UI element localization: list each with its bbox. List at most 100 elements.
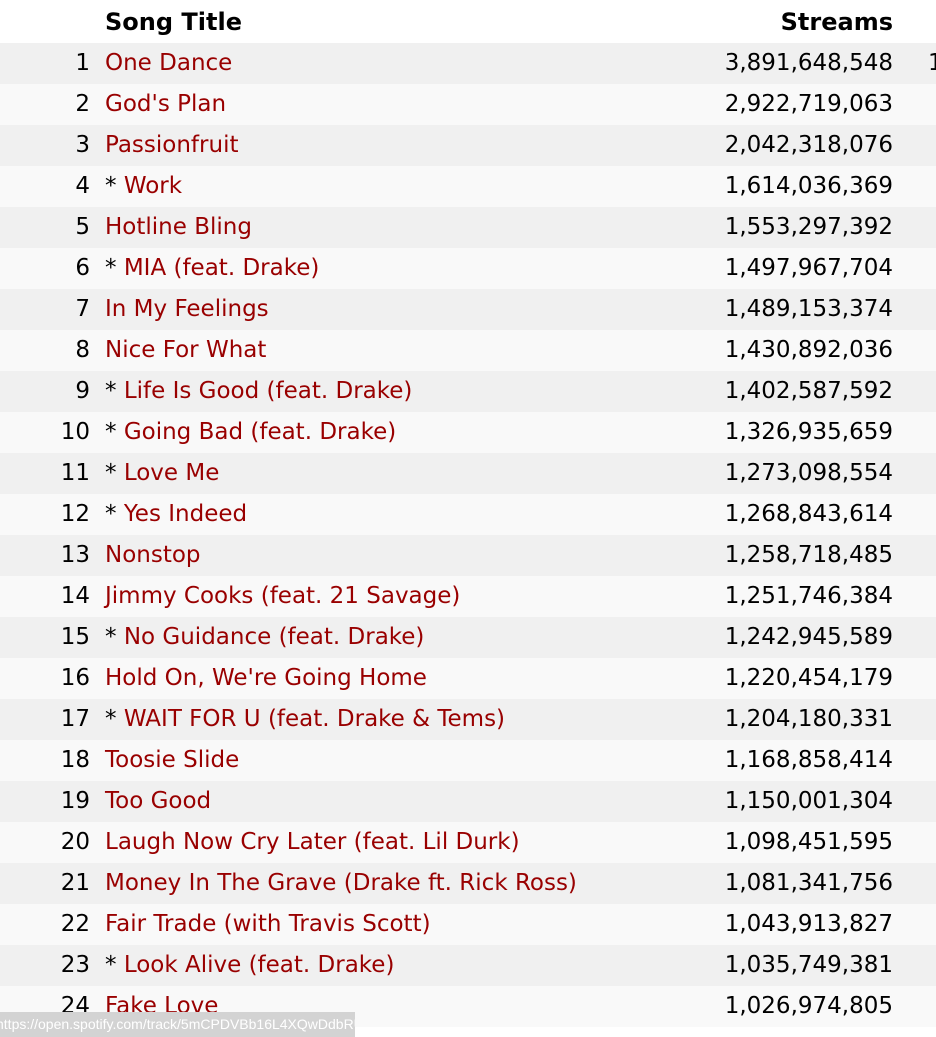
rank: 10 [60, 419, 90, 445]
clipped-cell: 1 [928, 50, 936, 76]
rank: 18 [60, 747, 90, 773]
streams-count: 1,220,454,179 [724, 665, 893, 691]
featured-marker: * [105, 706, 124, 732]
song-cell: * Love Me [105, 453, 219, 494]
streams-count: 1,204,180,331 [724, 706, 893, 732]
streams-count: 1,242,945,589 [724, 624, 893, 650]
song-link[interactable]: Hotline Bling [105, 214, 252, 240]
table-row: 5 Hotline Bling 1,553,297,392 [0, 207, 936, 248]
table-row: 23 * Look Alive (feat. Drake) 1,035,749,38… [0, 945, 936, 986]
streams-count: 1,150,001,304 [724, 788, 893, 814]
song-cell: Laugh Now Cry Later (feat. Lil Durk) [105, 822, 520, 863]
song-cell: * Life Is Good (feat. Drake) [105, 371, 412, 412]
song-link[interactable]: Laugh Now Cry Later (feat. Lil Durk) [105, 829, 520, 855]
rank: 23 [60, 952, 90, 978]
song-cell: Nonstop [105, 535, 201, 576]
song-link[interactable]: Hold On, We're Going Home [105, 665, 427, 691]
streams-count: 2,042,318,076 [724, 132, 893, 158]
song-link[interactable]: WAIT FOR U (feat. Drake & Tems) [123, 706, 506, 732]
rank: 4 [75, 173, 90, 199]
song-cell: * No Guidance (feat. Drake) [105, 617, 424, 658]
streams-count: 2,922,719,063 [724, 91, 893, 117]
rank: 21 [60, 870, 90, 896]
streams-count: 1,326,935,659 [724, 419, 893, 445]
song-cell: Passionfruit [105, 125, 238, 166]
streams-count: 1,553,297,392 [724, 214, 893, 240]
streams-count: 1,098,451,595 [724, 829, 893, 855]
song-link[interactable]: Nice For What [105, 337, 267, 363]
song-cell: * Work [105, 166, 182, 207]
song-link[interactable]: Too Good [105, 788, 212, 814]
song-link[interactable]: Work [123, 173, 183, 199]
table-row: 16 Hold On, We're Going Home 1,220,454,179 [0, 658, 936, 699]
table-row: 21 Money In The Grave (Drake ft. Rick Ros… [0, 863, 936, 904]
table-row: 19 Too Good 1,150,001,304 [0, 781, 936, 822]
rank: 12 [60, 501, 90, 527]
song-cell: Toosie Slide [105, 740, 239, 781]
song-link[interactable]: Love Me [123, 460, 220, 486]
streams-count: 1,268,843,614 [724, 501, 893, 527]
song-link[interactable]: Nonstop [105, 542, 201, 568]
song-cell: Hotline Bling [105, 207, 252, 248]
song-link[interactable]: Look Alive (feat. Drake) [123, 952, 395, 978]
status-bar-url: https://open.spotify.com/track/5mCPDVBb1… [0, 1012, 355, 1037]
rank: 14 [60, 583, 90, 609]
song-cell: * Going Bad (feat. Drake) [105, 412, 396, 453]
streams-count: 1,614,036,369 [724, 173, 893, 199]
table-row: 11 * Love Me 1,273,098,554 [0, 453, 936, 494]
streams-count: 1,035,749,381 [724, 952, 893, 978]
rank: 8 [75, 337, 90, 363]
song-link[interactable]: Going Bad (feat. Drake) [123, 419, 397, 445]
rank: 2 [75, 91, 90, 117]
streams-count: 1,402,587,592 [724, 378, 893, 404]
table-row: 12 * Yes Indeed 1,268,843,614 [0, 494, 936, 535]
column-header-song-title: Song Title [105, 8, 242, 36]
song-cell: Hold On, We're Going Home [105, 658, 427, 699]
song-link[interactable]: In My Feelings [105, 296, 269, 322]
song-link[interactable]: One Dance [105, 50, 233, 76]
table-row: 10 * Going Bad (feat. Drake) 1,326,935,659 [0, 412, 936, 453]
rank: 13 [60, 542, 90, 568]
songs-table: 1 One Dance 3,891,648,548 1 2 God's Plan 2,922… [0, 43, 936, 1027]
song-cell: * WAIT FOR U (feat. Drake & Tems) [105, 699, 505, 740]
streams-count: 3,891,648,548 [724, 50, 893, 76]
column-header-streams: Streams [780, 8, 893, 36]
song-link[interactable]: Toosie Slide [105, 747, 240, 773]
song-cell: God's Plan [105, 84, 226, 125]
streams-count: 1,258,718,485 [724, 542, 893, 568]
featured-marker: * [105, 378, 124, 404]
streams-count: 1,081,341,756 [724, 870, 893, 896]
song-link[interactable]: Life Is Good (feat. Drake) [123, 378, 413, 404]
song-link[interactable]: Yes Indeed [123, 501, 248, 527]
table-row: 14 Jimmy Cooks (feat. 21 Savage) 1,251,746… [0, 576, 936, 617]
streams-count: 1,043,913,827 [724, 911, 893, 937]
song-cell: * MIA (feat. Drake) [105, 248, 319, 289]
song-cell: * Yes Indeed [105, 494, 247, 535]
song-link[interactable]: MIA (feat. Drake) [123, 255, 320, 281]
song-cell: Money In The Grave (Drake ft. Rick Ross) [105, 863, 577, 904]
rank: 5 [75, 214, 90, 240]
featured-marker: * [105, 173, 124, 199]
streams-count: 1,168,858,414 [724, 747, 893, 773]
rank: 16 [60, 665, 90, 691]
streams-count: 1,273,098,554 [724, 460, 893, 486]
streams-count: 1,026,974,805 [724, 993, 893, 1019]
rank: 15 [60, 624, 90, 650]
song-link[interactable]: Passionfruit [105, 132, 239, 158]
song-link[interactable]: Money In The Grave (Drake ft. Rick Ross) [105, 870, 577, 896]
rank: 17 [60, 706, 90, 732]
table-row: 15 * No Guidance (feat. Drake) 1,242,945,5… [0, 617, 936, 658]
table-row: 7 In My Feelings 1,489,153,374 [0, 289, 936, 330]
featured-marker: * [105, 460, 124, 486]
song-cell: Fair Trade (with Travis Scott) [105, 904, 431, 945]
rank: 19 [60, 788, 90, 814]
song-link[interactable]: Fair Trade (with Travis Scott) [105, 911, 431, 937]
song-cell: Too Good [105, 781, 211, 822]
table-row: 17 * WAIT FOR U (feat. Drake & Tems) 1,204… [0, 699, 936, 740]
song-link[interactable]: Jimmy Cooks (feat. 21 Savage) [105, 583, 461, 609]
rank: 3 [75, 132, 90, 158]
song-link[interactable]: No Guidance (feat. Drake) [123, 624, 425, 650]
song-link[interactable]: God's Plan [105, 91, 227, 117]
rank: 1 [75, 50, 90, 76]
song-cell: In My Feelings [105, 289, 269, 330]
